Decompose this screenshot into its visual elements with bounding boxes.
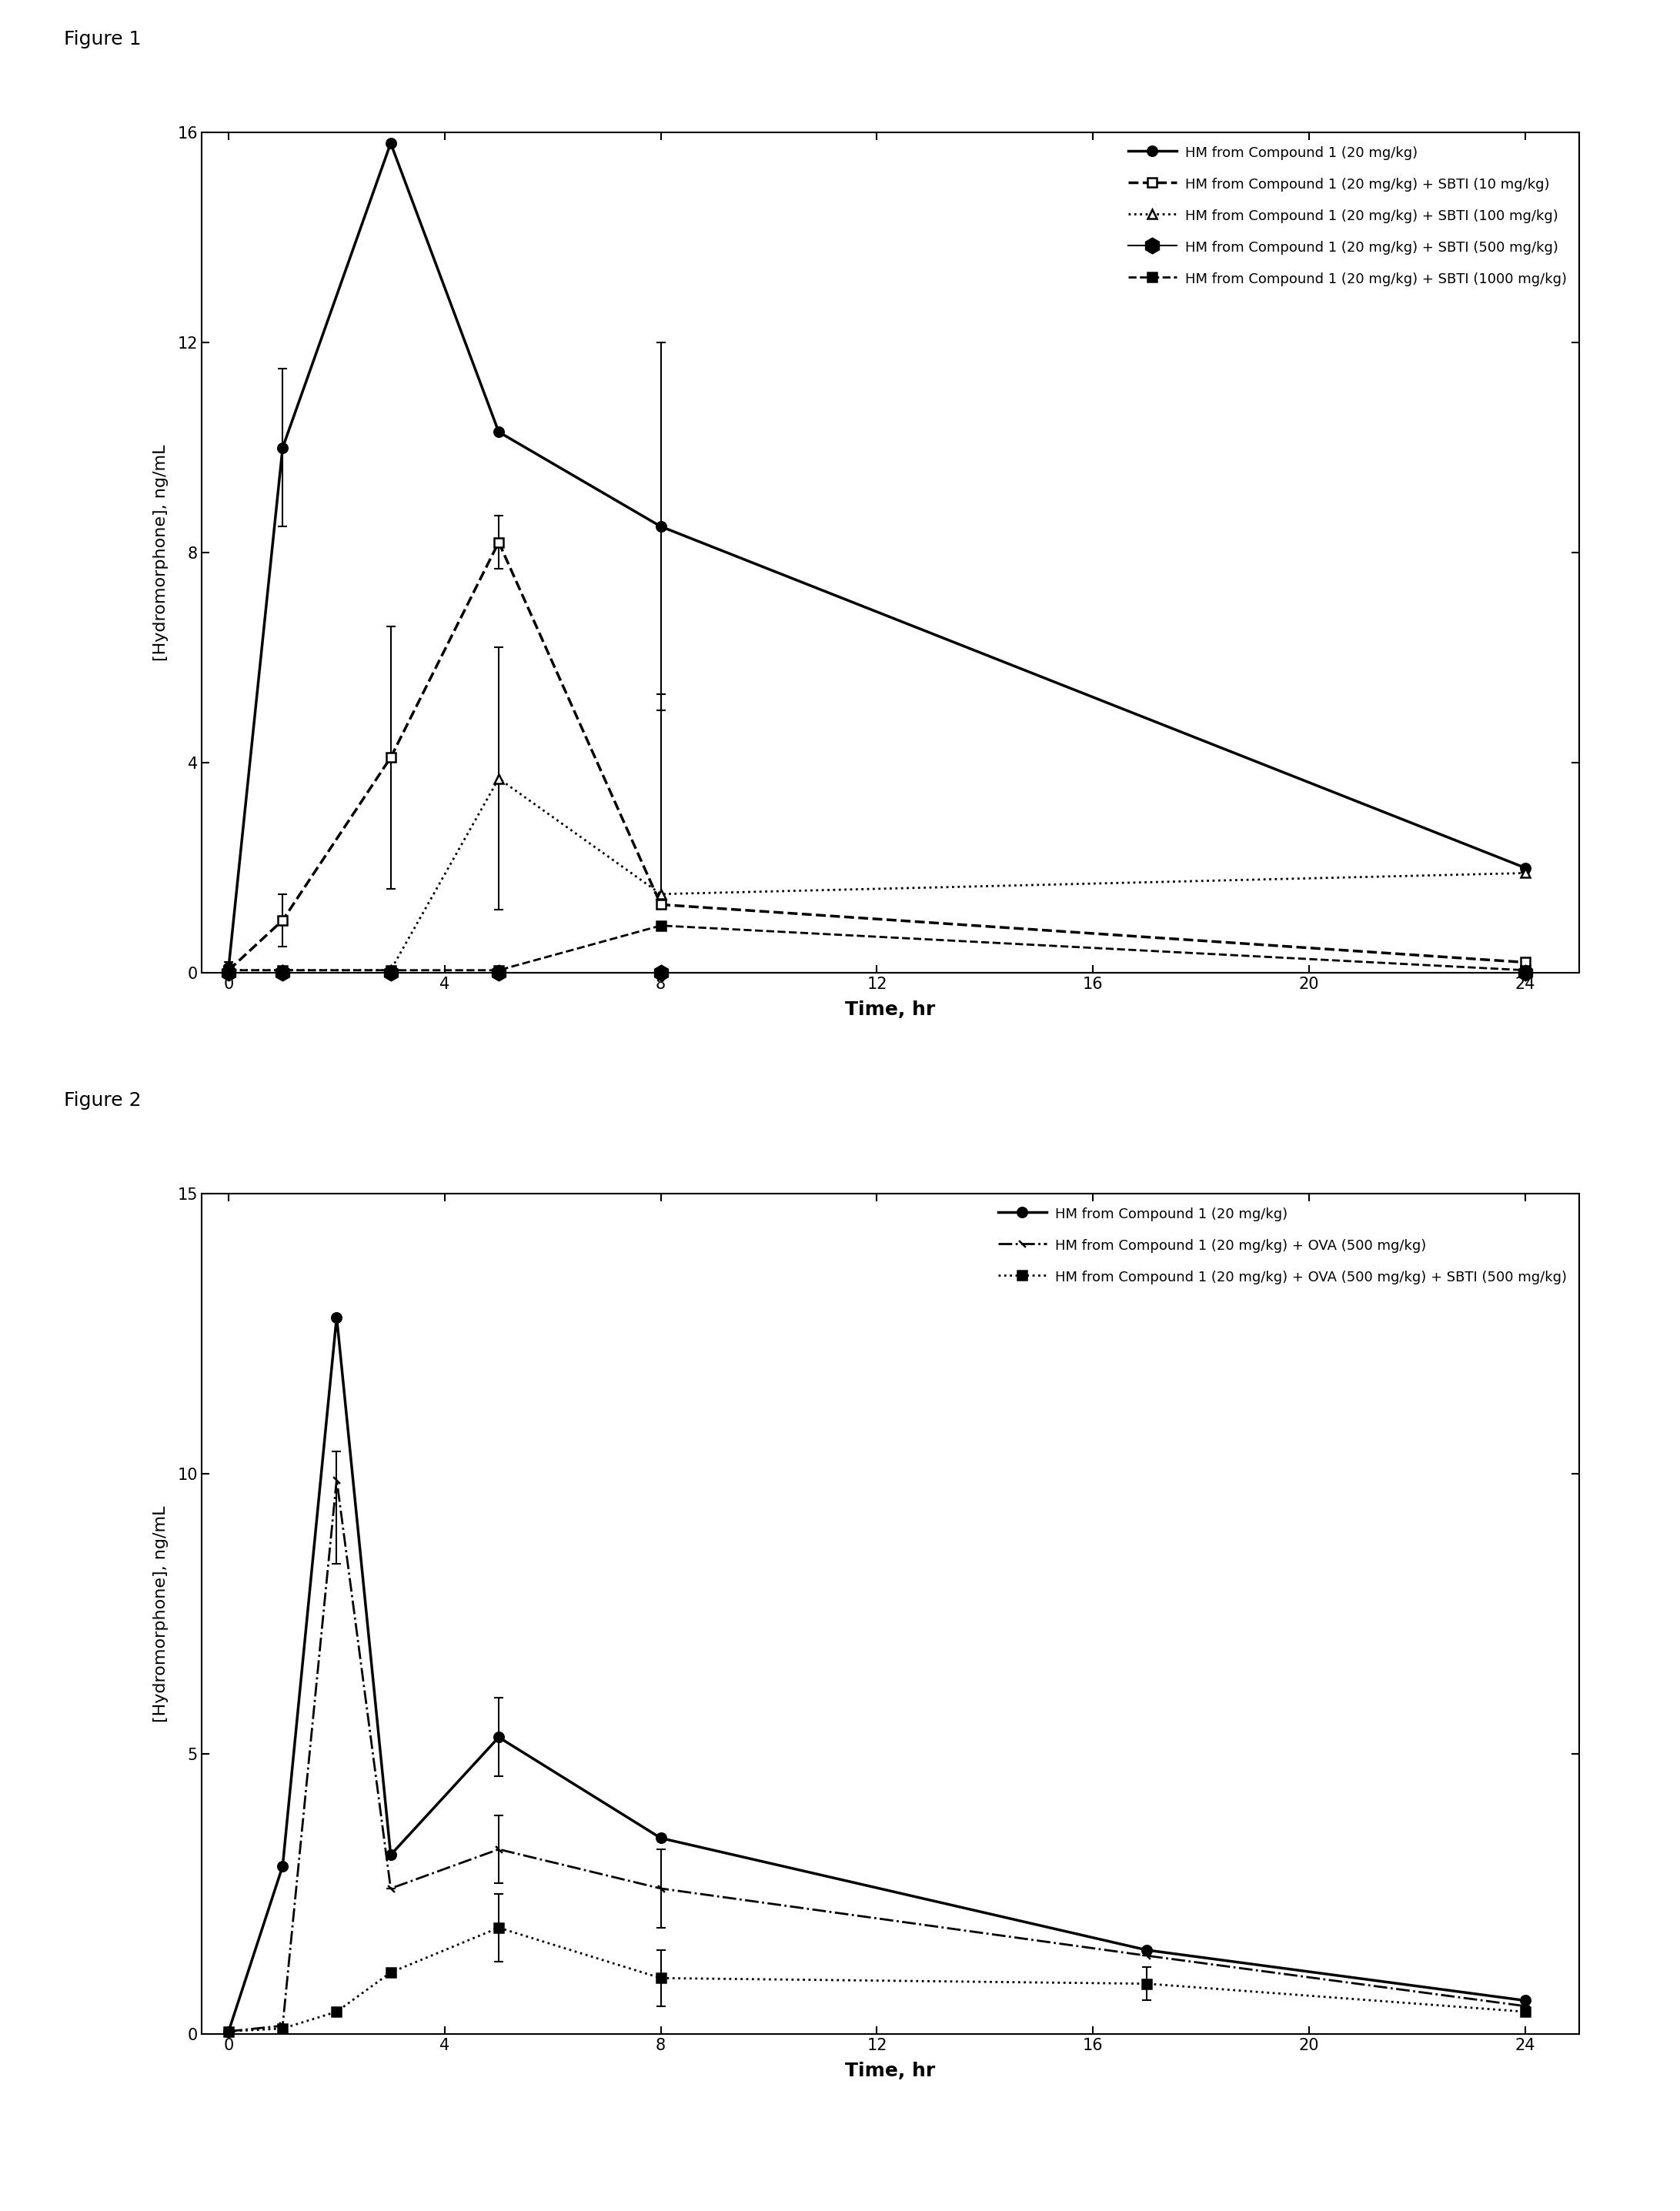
HM from Compound 1 (20 mg/kg) + SBTI (10 mg/kg) [1515,949,1536,975]
HM from Compound 1 (20 mg/kg) [1137,1937,1158,1963]
HM from Compound 1 (20 mg/kg) + OVA (500 mg/kg) [1515,1992,1536,2019]
HM from Compound 1 (20 mg/kg) [489,1725,509,1751]
HM from Compound 1 (20 mg/kg) [218,2019,239,2045]
HM from Compound 1 (20 mg/kg) + OVA (500 mg/kg) + SBTI (500 mg/kg) [650,1966,670,1992]
Line: HM from Compound 1 (20 mg/kg) + SBTI (100 mg/kg): HM from Compound 1 (20 mg/kg) + SBTI (10… [223,774,1530,975]
HM from Compound 1 (20 mg/kg) + SBTI (500 mg/kg) [1515,960,1536,986]
HM from Compound 1 (20 mg/kg) [218,955,239,982]
HM from Compound 1 (20 mg/kg) + SBTI (500 mg/kg) [272,960,292,986]
Text: Figure 1: Figure 1 [64,31,141,49]
Y-axis label: [Hydromorphone], ng/mL: [Hydromorphone], ng/mL [153,1506,170,1722]
HM from Compound 1 (20 mg/kg) [650,513,670,539]
HM from Compound 1 (20 mg/kg) + OVA (500 mg/kg) + SBTI (500 mg/kg) [1137,1970,1158,1997]
HM from Compound 1 (20 mg/kg) + OVA (500 mg/kg) + SBTI (500 mg/kg) [326,1999,346,2025]
HM from Compound 1 (20 mg/kg) [1515,1988,1536,2014]
HM from Compound 1 (20 mg/kg) [381,130,402,157]
Legend: HM from Compound 1 (20 mg/kg), HM from Compound 1 (20 mg/kg) + OVA (500 mg/kg), : HM from Compound 1 (20 mg/kg), HM from C… [993,1201,1572,1289]
HM from Compound 1 (20 mg/kg) + SBTI (100 mg/kg) [1515,860,1536,887]
HM from Compound 1 (20 mg/kg) + SBTI (100 mg/kg) [218,957,239,984]
HM from Compound 1 (20 mg/kg) [489,418,509,444]
HM from Compound 1 (20 mg/kg) [272,433,292,460]
HM from Compound 1 (20 mg/kg) + SBTI (1000 mg/kg) [272,957,292,984]
Y-axis label: [Hydromorphone], ng/mL: [Hydromorphone], ng/mL [153,444,168,661]
HM from Compound 1 (20 mg/kg) + SBTI (10 mg/kg) [381,745,402,772]
HM from Compound 1 (20 mg/kg) + SBTI (500 mg/kg) [489,960,509,986]
X-axis label: Time, hr: Time, hr [845,2063,936,2081]
HM from Compound 1 (20 mg/kg) [326,1304,346,1331]
HM from Compound 1 (20 mg/kg) + OVA (500 mg/kg) [272,2012,292,2039]
Line: HM from Compound 1 (20 mg/kg) + OVA (500 mg/kg): HM from Compound 1 (20 mg/kg) + OVA (500… [223,1475,1530,2036]
HM from Compound 1 (20 mg/kg) + SBTI (100 mg/kg) [650,880,670,907]
HM from Compound 1 (20 mg/kg) + SBTI (1000 mg/kg) [650,913,670,940]
HM from Compound 1 (20 mg/kg) + SBTI (1000 mg/kg) [381,957,402,984]
Line: HM from Compound 1 (20 mg/kg) + SBTI (1000 mg/kg): HM from Compound 1 (20 mg/kg) + SBTI (10… [225,922,1529,975]
Line: HM from Compound 1 (20 mg/kg) + SBTI (500 mg/kg): HM from Compound 1 (20 mg/kg) + SBTI (50… [222,966,1532,979]
HM from Compound 1 (20 mg/kg) + SBTI (500 mg/kg) [381,960,402,986]
HM from Compound 1 (20 mg/kg) [1515,853,1536,880]
HM from Compound 1 (20 mg/kg) + OVA (500 mg/kg) + SBTI (500 mg/kg) [272,2014,292,2041]
HM from Compound 1 (20 mg/kg) [650,1824,670,1851]
HM from Compound 1 (20 mg/kg) + OVA (500 mg/kg) + SBTI (500 mg/kg) [381,1959,402,1985]
HM from Compound 1 (20 mg/kg) + SBTI (10 mg/kg) [218,957,239,984]
HM from Compound 1 (20 mg/kg) + OVA (500 mg/kg) + SBTI (500 mg/kg) [1515,1999,1536,2025]
Line: HM from Compound 1 (20 mg/kg) + SBTI (10 mg/kg): HM from Compound 1 (20 mg/kg) + SBTI (10… [223,537,1530,975]
HM from Compound 1 (20 mg/kg) + SBTI (1000 mg/kg) [1515,957,1536,984]
HM from Compound 1 (20 mg/kg) + OVA (500 mg/kg) + SBTI (500 mg/kg) [218,2019,239,2045]
Line: HM from Compound 1 (20 mg/kg): HM from Compound 1 (20 mg/kg) [223,1313,1530,2036]
HM from Compound 1 (20 mg/kg) + OVA (500 mg/kg) [381,1875,402,1901]
HM from Compound 1 (20 mg/kg) + SBTI (100 mg/kg) [272,957,292,984]
HM from Compound 1 (20 mg/kg) + SBTI (500 mg/kg) [218,960,239,986]
HM from Compound 1 (20 mg/kg) + SBTI (100 mg/kg) [489,765,509,792]
HM from Compound 1 (20 mg/kg) [272,1853,292,1879]
Legend: HM from Compound 1 (20 mg/kg), HM from Compound 1 (20 mg/kg) + SBTI (10 mg/kg), : HM from Compound 1 (20 mg/kg), HM from C… [1122,139,1572,292]
Line: HM from Compound 1 (20 mg/kg) + OVA (500 mg/kg) + SBTI (500 mg/kg): HM from Compound 1 (20 mg/kg) + OVA (500… [225,1924,1529,2036]
HM from Compound 1 (20 mg/kg) + OVA (500 mg/kg) [218,2019,239,2045]
Line: HM from Compound 1 (20 mg/kg): HM from Compound 1 (20 mg/kg) [223,139,1530,973]
HM from Compound 1 (20 mg/kg) + SBTI (10 mg/kg) [272,907,292,933]
HM from Compound 1 (20 mg/kg) + OVA (500 mg/kg) + SBTI (500 mg/kg) [489,1915,509,1941]
HM from Compound 1 (20 mg/kg) + OVA (500 mg/kg) [650,1875,670,1901]
HM from Compound 1 (20 mg/kg) [381,1842,402,1868]
HM from Compound 1 (20 mg/kg) + OVA (500 mg/kg) [326,1466,346,1492]
X-axis label: Time, hr: Time, hr [845,1002,936,1019]
HM from Compound 1 (20 mg/kg) + SBTI (500 mg/kg) [650,960,670,986]
HM from Compound 1 (20 mg/kg) + SBTI (100 mg/kg) [381,957,402,984]
HM from Compound 1 (20 mg/kg) + SBTI (10 mg/kg) [650,891,670,918]
HM from Compound 1 (20 mg/kg) + OVA (500 mg/kg) [1137,1943,1158,1970]
HM from Compound 1 (20 mg/kg) + OVA (500 mg/kg) [489,1835,509,1862]
HM from Compound 1 (20 mg/kg) + SBTI (1000 mg/kg) [489,957,509,984]
HM from Compound 1 (20 mg/kg) + SBTI (1000 mg/kg) [218,957,239,984]
Text: Figure 2: Figure 2 [64,1092,141,1110]
HM from Compound 1 (20 mg/kg) + SBTI (10 mg/kg) [489,528,509,555]
